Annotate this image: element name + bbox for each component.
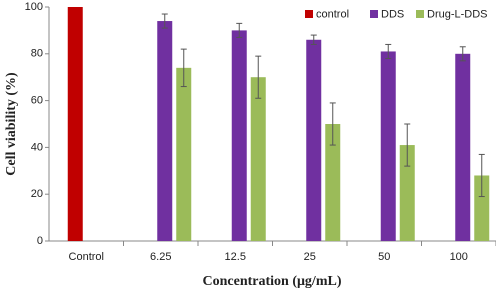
bar: [399, 145, 415, 241]
bar: [325, 124, 341, 241]
bar: [306, 39, 322, 242]
bar: [176, 67, 192, 241]
y-tick-label: 0: [37, 235, 43, 247]
x-tick-label: 6.25: [150, 251, 171, 263]
bar: [157, 21, 173, 241]
y-tick-label: 20: [31, 188, 43, 200]
error-bar: [236, 22, 243, 38]
error-bar: [459, 46, 466, 62]
legend-label: control: [316, 8, 349, 20]
error-bar: [180, 48, 187, 88]
bar: [250, 77, 266, 241]
error-bar: [385, 43, 392, 59]
x-tick-label: 12.5: [225, 251, 246, 263]
legend-label: Drug-L-DDS: [427, 8, 488, 20]
error-bar: [161, 13, 168, 29]
y-tick-label: 40: [31, 141, 43, 153]
x-tick-label: 100: [450, 251, 468, 263]
y-tick-label: 80: [31, 48, 43, 60]
y-tick-label: 100: [25, 1, 43, 13]
error-bar: [478, 153, 485, 198]
y-tick-label: 60: [31, 95, 43, 107]
legend-swatch: [370, 10, 378, 18]
error-bar: [404, 123, 411, 167]
legend-label: DDS: [381, 8, 404, 20]
bar: [231, 30, 247, 242]
legend-swatch: [416, 10, 424, 18]
x-tick-label: Control: [69, 251, 104, 263]
bar: [380, 51, 396, 242]
bar: [67, 7, 83, 241]
x-tick-label: 50: [378, 251, 390, 263]
x-axis-title: Concentration (μg/mL): [203, 274, 342, 289]
legend-swatch: [305, 10, 313, 18]
error-bar: [255, 55, 262, 99]
error-bar: [329, 102, 336, 146]
error-bar: [310, 34, 317, 45]
y-axis-title: Cell viability (%): [4, 72, 19, 176]
bar: [455, 53, 471, 241]
bar: [474, 175, 490, 241]
x-tick-label: 25: [304, 251, 316, 263]
